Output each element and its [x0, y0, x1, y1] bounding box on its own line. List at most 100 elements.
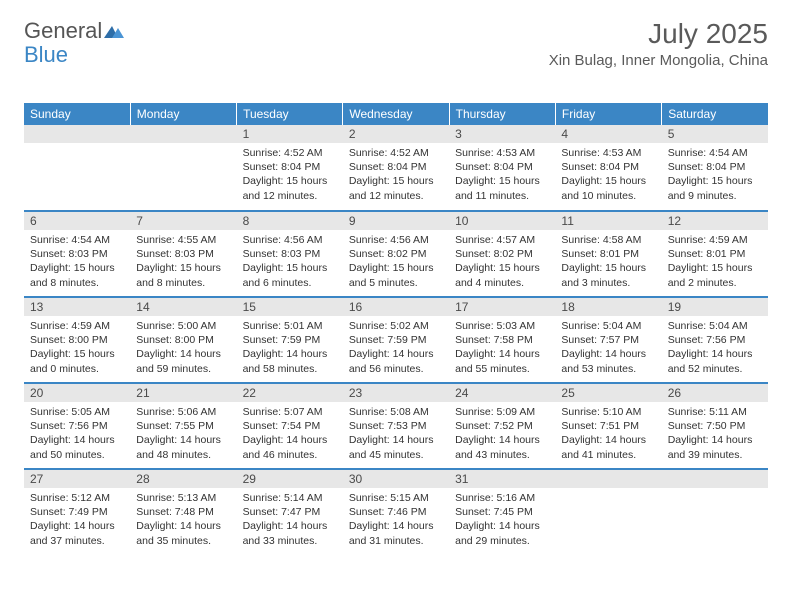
sunrise-line: Sunrise: 5:06 AM	[136, 405, 230, 419]
daylight-line: Daylight: 15 hours and 8 minutes.	[136, 261, 230, 289]
day-number: 23	[343, 384, 449, 402]
sunrise-line: Sunrise: 5:01 AM	[243, 319, 337, 333]
day-details: Sunrise: 5:06 AMSunset: 7:55 PMDaylight:…	[130, 402, 236, 466]
sunset-line: Sunset: 7:52 PM	[455, 419, 549, 433]
sunrise-line: Sunrise: 5:02 AM	[349, 319, 443, 333]
calendar-day-cell: 13Sunrise: 4:59 AMSunset: 8:00 PMDayligh…	[24, 297, 130, 383]
calendar-day-cell: 23Sunrise: 5:08 AMSunset: 7:53 PMDayligh…	[343, 383, 449, 469]
calendar-day-cell: 14Sunrise: 5:00 AMSunset: 8:00 PMDayligh…	[130, 297, 236, 383]
calendar-day-cell: 8Sunrise: 4:56 AMSunset: 8:03 PMDaylight…	[237, 211, 343, 297]
daylight-line: Daylight: 14 hours and 53 minutes.	[561, 347, 655, 375]
sunrise-line: Sunrise: 4:52 AM	[349, 146, 443, 160]
calendar-day-cell: 16Sunrise: 5:02 AMSunset: 7:59 PMDayligh…	[343, 297, 449, 383]
calendar-week-row: 20Sunrise: 5:05 AMSunset: 7:56 PMDayligh…	[24, 383, 768, 469]
day-number: 30	[343, 470, 449, 488]
day-details: Sunrise: 5:14 AMSunset: 7:47 PMDaylight:…	[237, 488, 343, 552]
sunset-line: Sunset: 8:00 PM	[136, 333, 230, 347]
weekday-header: Saturday	[662, 103, 768, 125]
day-number: 2	[343, 125, 449, 143]
daylight-line: Daylight: 15 hours and 11 minutes.	[455, 174, 549, 202]
daylight-line: Daylight: 14 hours and 48 minutes.	[136, 433, 230, 461]
day-number: 20	[24, 384, 130, 402]
sunset-line: Sunset: 8:01 PM	[668, 247, 762, 261]
daylight-line: Daylight: 14 hours and 59 minutes.	[136, 347, 230, 375]
sunrise-line: Sunrise: 4:54 AM	[668, 146, 762, 160]
daylight-line: Daylight: 14 hours and 52 minutes.	[668, 347, 762, 375]
daylight-line: Daylight: 14 hours and 58 minutes.	[243, 347, 337, 375]
daylight-line: Daylight: 14 hours and 31 minutes.	[349, 519, 443, 547]
sunrise-line: Sunrise: 5:04 AM	[561, 319, 655, 333]
location-text: Xin Bulag, Inner Mongolia, China	[549, 52, 768, 69]
weekday-header: Tuesday	[237, 103, 343, 125]
calendar-day-cell	[662, 469, 768, 555]
sunrise-line: Sunrise: 5:09 AM	[455, 405, 549, 419]
day-number: 13	[24, 298, 130, 316]
sunrise-line: Sunrise: 4:58 AM	[561, 233, 655, 247]
day-details: Sunrise: 4:53 AMSunset: 8:04 PMDaylight:…	[555, 143, 661, 207]
title-block: July 2025 Xin Bulag, Inner Mongolia, Chi…	[549, 18, 768, 69]
sunset-line: Sunset: 7:59 PM	[349, 333, 443, 347]
day-number: 8	[237, 212, 343, 230]
daylight-line: Daylight: 15 hours and 0 minutes.	[30, 347, 124, 375]
calendar-day-cell: 26Sunrise: 5:11 AMSunset: 7:50 PMDayligh…	[662, 383, 768, 469]
sunset-line: Sunset: 8:04 PM	[561, 160, 655, 174]
sunset-line: Sunset: 7:50 PM	[668, 419, 762, 433]
sunrise-line: Sunrise: 5:04 AM	[668, 319, 762, 333]
day-details: Sunrise: 4:54 AMSunset: 8:04 PMDaylight:…	[662, 143, 768, 207]
day-number: 19	[662, 298, 768, 316]
calendar-day-cell: 2Sunrise: 4:52 AMSunset: 8:04 PMDaylight…	[343, 125, 449, 211]
daylight-line: Daylight: 14 hours and 33 minutes.	[243, 519, 337, 547]
daylight-line: Daylight: 15 hours and 12 minutes.	[243, 174, 337, 202]
calendar-day-cell: 6Sunrise: 4:54 AMSunset: 8:03 PMDaylight…	[24, 211, 130, 297]
day-number	[662, 470, 768, 488]
day-number: 29	[237, 470, 343, 488]
weekday-header: Thursday	[449, 103, 555, 125]
sunset-line: Sunset: 8:03 PM	[136, 247, 230, 261]
daylight-line: Daylight: 14 hours and 55 minutes.	[455, 347, 549, 375]
day-number: 12	[662, 212, 768, 230]
day-details: Sunrise: 4:52 AMSunset: 8:04 PMDaylight:…	[237, 143, 343, 207]
sunrise-line: Sunrise: 5:15 AM	[349, 491, 443, 505]
sunrise-line: Sunrise: 4:52 AM	[243, 146, 337, 160]
sunrise-line: Sunrise: 4:57 AM	[455, 233, 549, 247]
day-number: 3	[449, 125, 555, 143]
day-details: Sunrise: 4:54 AMSunset: 8:03 PMDaylight:…	[24, 230, 130, 294]
sunrise-line: Sunrise: 4:56 AM	[349, 233, 443, 247]
day-number: 10	[449, 212, 555, 230]
daylight-line: Daylight: 15 hours and 4 minutes.	[455, 261, 549, 289]
day-number	[24, 125, 130, 143]
daylight-line: Daylight: 14 hours and 41 minutes.	[561, 433, 655, 461]
calendar-day-cell: 19Sunrise: 5:04 AMSunset: 7:56 PMDayligh…	[662, 297, 768, 383]
day-details: Sunrise: 5:04 AMSunset: 7:56 PMDaylight:…	[662, 316, 768, 380]
day-details: Sunrise: 5:12 AMSunset: 7:49 PMDaylight:…	[24, 488, 130, 552]
day-details: Sunrise: 5:10 AMSunset: 7:51 PMDaylight:…	[555, 402, 661, 466]
day-number: 16	[343, 298, 449, 316]
day-details: Sunrise: 4:57 AMSunset: 8:02 PMDaylight:…	[449, 230, 555, 294]
calendar-day-cell: 5Sunrise: 4:54 AMSunset: 8:04 PMDaylight…	[662, 125, 768, 211]
day-details: Sunrise: 5:04 AMSunset: 7:57 PMDaylight:…	[555, 316, 661, 380]
sunset-line: Sunset: 7:54 PM	[243, 419, 337, 433]
sunset-line: Sunset: 7:55 PM	[136, 419, 230, 433]
daylight-line: Daylight: 15 hours and 8 minutes.	[30, 261, 124, 289]
calendar-day-cell: 10Sunrise: 4:57 AMSunset: 8:02 PMDayligh…	[449, 211, 555, 297]
day-details: Sunrise: 4:56 AMSunset: 8:03 PMDaylight:…	[237, 230, 343, 294]
sunrise-line: Sunrise: 5:00 AM	[136, 319, 230, 333]
sunset-line: Sunset: 8:03 PM	[243, 247, 337, 261]
daylight-line: Daylight: 14 hours and 37 minutes.	[30, 519, 124, 547]
header: General July 2025 Xin Bulag, Inner Mongo…	[24, 18, 768, 69]
day-number: 27	[24, 470, 130, 488]
daylight-line: Daylight: 14 hours and 39 minutes.	[668, 433, 762, 461]
calendar-day-cell: 15Sunrise: 5:01 AMSunset: 7:59 PMDayligh…	[237, 297, 343, 383]
day-number: 24	[449, 384, 555, 402]
calendar-week-row: 6Sunrise: 4:54 AMSunset: 8:03 PMDaylight…	[24, 211, 768, 297]
sunrise-line: Sunrise: 4:59 AM	[30, 319, 124, 333]
daylight-line: Daylight: 14 hours and 29 minutes.	[455, 519, 549, 547]
day-number: 11	[555, 212, 661, 230]
sunset-line: Sunset: 8:02 PM	[455, 247, 549, 261]
sunrise-line: Sunrise: 5:03 AM	[455, 319, 549, 333]
sunrise-line: Sunrise: 4:53 AM	[455, 146, 549, 160]
sunset-line: Sunset: 8:04 PM	[243, 160, 337, 174]
sunset-line: Sunset: 7:56 PM	[30, 419, 124, 433]
sunset-line: Sunset: 7:48 PM	[136, 505, 230, 519]
day-number: 18	[555, 298, 661, 316]
